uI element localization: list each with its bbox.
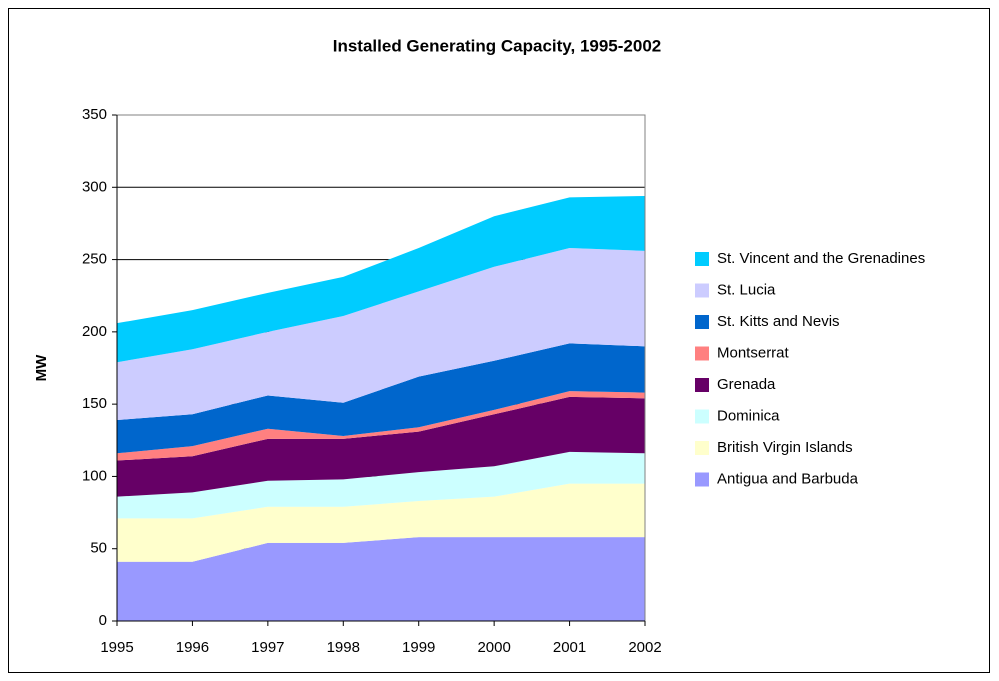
area <box>117 451 645 519</box>
legend-swatch <box>695 472 709 487</box>
legend-swatch <box>695 283 709 298</box>
legend-label: Antigua and Barbuda <box>717 470 859 487</box>
x-tick-label: 2000 <box>477 639 510 656</box>
legend-label: Montserrat <box>717 344 790 361</box>
legend-swatch <box>695 378 709 392</box>
y-tick-label: 50 <box>90 540 107 557</box>
area <box>117 195 645 363</box>
x-tick-label: 1995 <box>100 639 133 656</box>
y-tick-label: 100 <box>82 467 107 484</box>
legend-swatch <box>695 252 709 266</box>
area <box>117 391 645 461</box>
y-tick-label: 250 <box>82 251 107 268</box>
legend-label: Grenada <box>717 376 776 393</box>
legend-swatch <box>695 346 709 361</box>
y-axis-label: MW <box>33 354 50 381</box>
y-tick-label: 350 <box>82 106 107 123</box>
area <box>117 537 645 621</box>
legend-swatch <box>695 315 709 329</box>
x-tick-label: 1997 <box>251 639 284 656</box>
x-tick-label: 1996 <box>176 639 209 656</box>
x-tick-label: 1998 <box>327 639 360 656</box>
area <box>117 343 645 454</box>
legend-label: St. Vincent and the Grenadines <box>717 250 925 267</box>
chart-title: Installed Generating Capacity, 1995-2002 <box>333 36 662 55</box>
legend-label: British Virgin Islands <box>717 439 853 456</box>
area <box>117 483 645 562</box>
x-tick-label: 1999 <box>402 639 435 656</box>
legend-swatch <box>695 409 709 424</box>
area <box>117 248 645 421</box>
y-tick-label: 0 <box>99 612 107 629</box>
x-tick-label: 2002 <box>628 639 661 656</box>
legend-swatch <box>695 441 709 455</box>
legend-label: Dominica <box>717 407 780 424</box>
x-tick-label: 2001 <box>553 639 586 656</box>
legend-label: St. Kitts and Nevis <box>717 313 840 330</box>
y-tick-label: 300 <box>82 178 107 195</box>
area <box>117 396 645 497</box>
y-tick-label: 150 <box>82 395 107 412</box>
y-tick-label: 200 <box>82 323 107 340</box>
legend-label: St. Lucia <box>717 281 776 298</box>
